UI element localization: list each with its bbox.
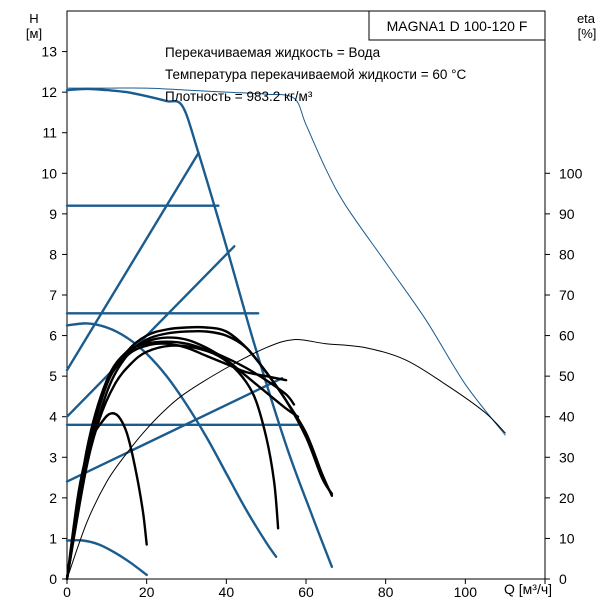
text-layer: H [м] eta [%] Q [м³/ч] MAGNA1 D 100-120 …: [26, 11, 597, 600]
head-curve-14: [65, 325, 334, 581]
y-right-tick-label: 10: [559, 530, 575, 546]
y-left-axis-label: H: [29, 11, 38, 26]
y-right-axis-label: eta: [577, 11, 596, 26]
y-right-tick-label: 40: [559, 409, 575, 425]
y-right-tick-label: 90: [559, 206, 575, 222]
x-tick-label: 60: [298, 584, 314, 599]
head-curve-6: [65, 151, 200, 372]
head-curve-8: [65, 377, 284, 483]
x-tick-label: 40: [219, 584, 235, 599]
y-right-axis-unit: [%]: [578, 26, 597, 41]
y-left-tick-label: 7: [49, 287, 57, 303]
y-right-tick-label: 70: [559, 287, 575, 303]
head-curve-15: [65, 340, 296, 581]
x-tick-label: 0: [63, 584, 71, 599]
x-axis-label: Q [м³/ч]: [504, 581, 552, 597]
head-curve-2: [65, 538, 148, 577]
y-right-tick-label: 60: [559, 328, 575, 344]
y-left-tick-label: 4: [49, 409, 57, 425]
head-curve-0: [65, 87, 334, 568]
y-left-tick-label: 1: [49, 530, 57, 546]
y-left-tick-label: 9: [49, 206, 57, 222]
y-right-tick-label: 50: [559, 368, 575, 384]
y-left-tick-label: 13: [41, 44, 57, 60]
series-layer: [65, 87, 506, 581]
x-tick-label: 20: [139, 584, 155, 599]
head-curve-1: [65, 322, 278, 558]
y-right-tick-label: 20: [559, 490, 575, 506]
y-left-tick-label: 10: [41, 165, 57, 181]
head-curve-17: [65, 336, 300, 581]
y-right-tick-label: 30: [559, 449, 575, 465]
info-line-temperature: Температура перекачиваемой жидкости = 60…: [165, 67, 466, 82]
y-right-tick-label: 100: [559, 165, 583, 181]
y-left-tick-label: 5: [49, 368, 57, 384]
model-box: [368, 10, 546, 41]
info-line-fluid: Перекачиваемая жидкость = Вода: [165, 45, 381, 60]
x-tick-label: 80: [378, 584, 394, 599]
info-line-density: Плотность = 983.2 кг/м³: [165, 89, 313, 104]
y-left-tick-label: 11: [42, 125, 57, 141]
efficiency-curve-10: [66, 339, 506, 580]
y-right-tick-label: 80: [559, 246, 575, 262]
x-tick-label: 100: [454, 584, 478, 599]
y-right-tick-label: 0: [559, 571, 567, 587]
model-label: MAGNA1 D 100-120 F: [387, 18, 528, 34]
y-left-tick-label: 3: [49, 449, 57, 465]
efficiency-curve-9: [66, 87, 506, 436]
y-left-tick-label: 6: [49, 328, 57, 344]
y-left-tick-label: 2: [49, 490, 57, 506]
head-curve-7: [65, 245, 236, 418]
axes-layer: [62, 10, 550, 584]
y-left-tick-label: 12: [41, 84, 57, 100]
head-curve-13: [65, 329, 334, 581]
y-left-axis-unit: [м]: [26, 26, 42, 41]
y-left-tick-label: 8: [49, 246, 57, 262]
y-left-tick-label: 0: [49, 571, 57, 587]
